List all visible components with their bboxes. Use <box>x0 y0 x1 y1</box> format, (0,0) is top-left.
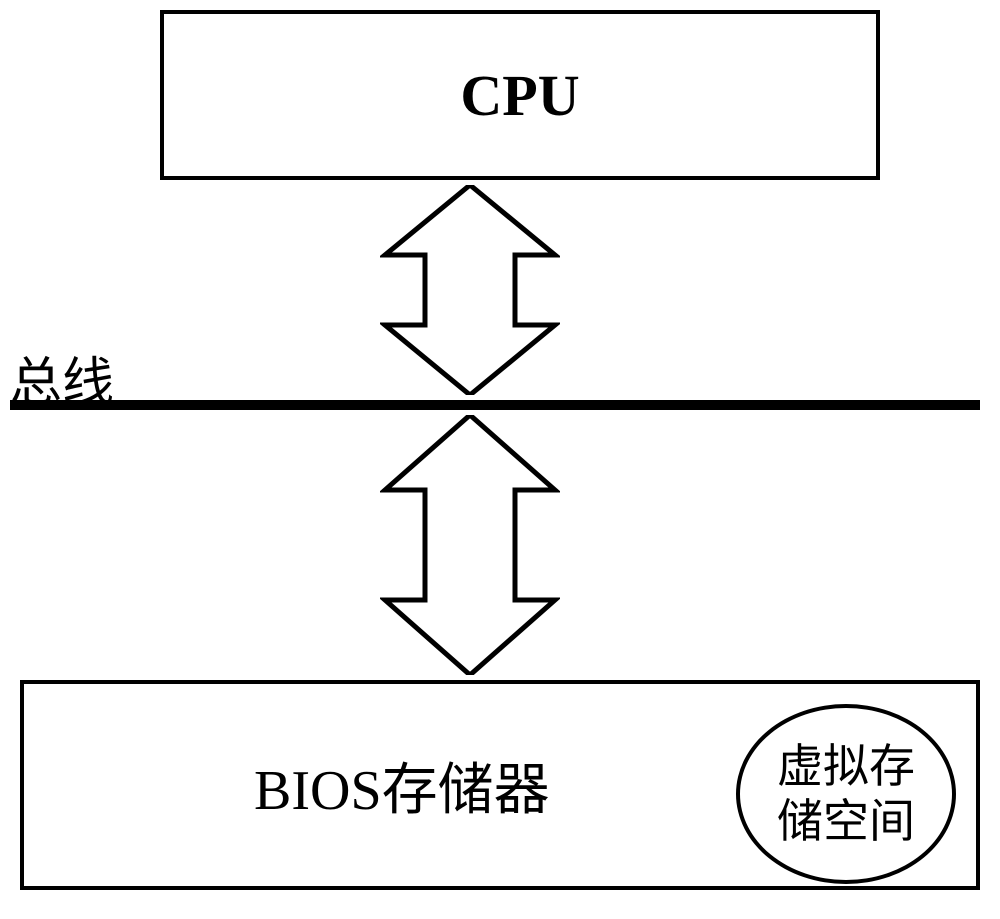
virtual-storage-line2: 储空间 <box>777 796 915 847</box>
virtual-storage-label: 虚拟存 储空间 <box>777 739 915 849</box>
cpu-label: CPU <box>460 62 579 129</box>
bios-label: BIOS存储器 <box>254 745 550 826</box>
cpu-box: CPU <box>160 10 880 180</box>
arrow-bus-bios <box>380 415 560 675</box>
arrow-cpu-bus <box>380 185 560 395</box>
virtual-storage-line1: 虚拟存 <box>777 741 915 792</box>
virtual-storage-ellipse: 虚拟存 储空间 <box>736 704 956 884</box>
bios-box: BIOS存储器 虚拟存 储空间 <box>20 680 980 890</box>
bus-line <box>10 400 980 410</box>
